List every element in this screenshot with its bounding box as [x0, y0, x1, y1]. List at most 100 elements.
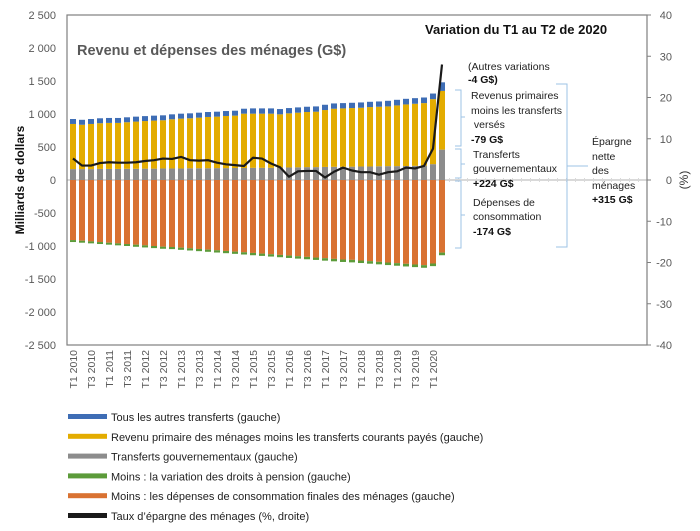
y2-tick-label: 10 — [660, 134, 672, 146]
y-tick-label: 2 000 — [28, 43, 56, 55]
bar-2-t4-2013 — [205, 112, 211, 117]
bar-2-t1-2013 — [178, 113, 184, 119]
bar-2-t2-2012 — [151, 115, 157, 121]
bar-4-t2-2013 — [187, 248, 193, 251]
legend-swatch — [68, 453, 107, 459]
x-tick-label: T3 2013 — [194, 350, 206, 389]
bar-4-t4-2019 — [421, 265, 427, 268]
bar-1-t4-2016 — [313, 111, 319, 168]
y2-tick-label: -30 — [656, 299, 672, 311]
bar-0-t3-2019 — [412, 165, 418, 180]
x-tick-label: T1 2017 — [320, 350, 332, 389]
bar-1-t3-2012 — [160, 120, 166, 169]
bar-2-t1-2015 — [250, 108, 256, 114]
bar-2-t3-2010 — [88, 119, 94, 124]
bar-1-t3-2019 — [412, 103, 418, 166]
bar-3-t2-2018 — [367, 180, 373, 262]
y2-tick-label: 40 — [660, 10, 672, 22]
bar-4-t1-2016 — [286, 255, 292, 258]
bar-3-t1-2020 — [430, 180, 436, 264]
bar-2-t2-2011 — [115, 117, 121, 123]
bar-0-t1-2011 — [106, 168, 112, 180]
legend-label: Taux d’épargne des ménages (%, droite) — [111, 511, 309, 523]
bar-0-t2-2019 — [403, 166, 409, 180]
bar-1-t2-2013 — [187, 118, 193, 169]
bar-2-t2-2015 — [259, 108, 265, 114]
bar-0-t2-2015 — [259, 167, 265, 180]
x-tick-label: T3 2010 — [86, 350, 98, 389]
bar-2-t4-2019 — [421, 97, 427, 104]
bar-2-t1-2011 — [106, 117, 112, 123]
y-tick-label: -500 — [34, 208, 56, 220]
bar-1-t2-2016 — [295, 112, 301, 168]
annotations: (Autres variations -4 G$) Revenus primai… — [455, 61, 635, 249]
y2-tick-label: 20 — [660, 93, 672, 105]
bar-0-t4-2011 — [133, 168, 139, 180]
bar-4-t4-2013 — [205, 249, 211, 252]
bar-1-t3-2016 — [304, 112, 310, 168]
bar-1-t1-2016 — [286, 113, 292, 168]
bar-2-t2-2018 — [367, 101, 373, 108]
bar-3-t2-2012 — [151, 180, 157, 246]
bar-0-t3-2016 — [304, 167, 310, 180]
bar-4-t3-2014 — [232, 251, 238, 254]
bar-2-t3-2015 — [268, 108, 274, 114]
bar-3-t1-2019 — [394, 180, 400, 264]
bar-0-t1-2014 — [214, 168, 220, 180]
bar-1-t2-2012 — [151, 120, 157, 169]
bar-0-t1-2013 — [178, 168, 184, 180]
bar-1-t4-2012 — [169, 119, 175, 169]
bar-0-t1-2016 — [286, 167, 292, 180]
bar-0-t3-2011 — [124, 168, 130, 180]
bar-0-t1-2019 — [394, 166, 400, 180]
bar-2-t4-2018 — [385, 100, 391, 107]
bar-4-t2-2018 — [367, 261, 373, 264]
saving-rate-line-layer — [72, 64, 444, 179]
bar-0-t3-2010 — [88, 169, 94, 180]
bar-3-t4-2017 — [349, 180, 355, 260]
bar-2-t3-2011 — [124, 117, 130, 123]
bar-3-t3-2019 — [412, 180, 418, 265]
bar-4-t2-2020 — [439, 252, 445, 256]
bar-3-t3-2011 — [124, 180, 130, 245]
bar-3-t1-2013 — [178, 180, 184, 248]
bar-2-t1-2017 — [322, 104, 328, 111]
bar-4-t1-2010 — [70, 240, 76, 243]
annotation-epargne-value: +315 G$ — [592, 194, 633, 206]
bar-4-t3-2012 — [160, 246, 166, 249]
legend-swatch — [68, 513, 107, 518]
legend-label: Tous les autres transferts (gauche) — [111, 412, 280, 424]
bar-1-t4-2018 — [385, 106, 391, 167]
bar-3-t1-2018 — [358, 180, 364, 261]
bar-3-t4-2019 — [421, 180, 427, 266]
bar-0-t1-2010 — [70, 169, 76, 180]
bar-0-t2-2010 — [79, 169, 85, 180]
bracket-epargne — [556, 83, 588, 248]
bar-4-t3-2011 — [124, 244, 130, 246]
bar-4-t2-2011 — [115, 243, 121, 246]
bar-3-t4-2014 — [241, 180, 247, 253]
x-tick-label: T1 2018 — [356, 350, 368, 389]
x-axis-ticks: T1 2010 T3 2010 T1 2011 T3 2011 T1 2012 T3 20… — [68, 350, 440, 389]
y2-tick-label: -10 — [656, 216, 672, 228]
bar-3-t3-2018 — [376, 180, 382, 262]
y-tick-label: 2 500 — [28, 10, 56, 22]
y2-tick-label: -20 — [656, 258, 672, 270]
bar-1-t4-2015 — [277, 114, 283, 168]
bar-3-t3-2012 — [160, 180, 166, 247]
bar-3-t3-2017 — [340, 180, 346, 260]
x-tick-label: T1 2012 — [140, 350, 152, 389]
bar-3-t1-2010 — [70, 180, 76, 241]
legend-label: Moins : les dépenses de consommation fin… — [111, 491, 455, 503]
bar-1-t1-2020 — [430, 99, 436, 165]
bar-2-t2-2017 — [331, 103, 337, 109]
bar-4-t4-2016 — [313, 257, 319, 260]
bar-3-t3-2015 — [268, 180, 274, 255]
y2-tick-label: -40 — [656, 340, 672, 352]
bar-1-t3-2015 — [268, 113, 274, 168]
bar-1-t3-2010 — [88, 123, 94, 170]
bar-0-t2-2013 — [187, 168, 193, 180]
bar-1-t3-2017 — [340, 108, 346, 167]
legend-swatch — [68, 414, 107, 419]
chart-subtitle: Variation du T1 au T2 de 2020 — [425, 22, 607, 37]
